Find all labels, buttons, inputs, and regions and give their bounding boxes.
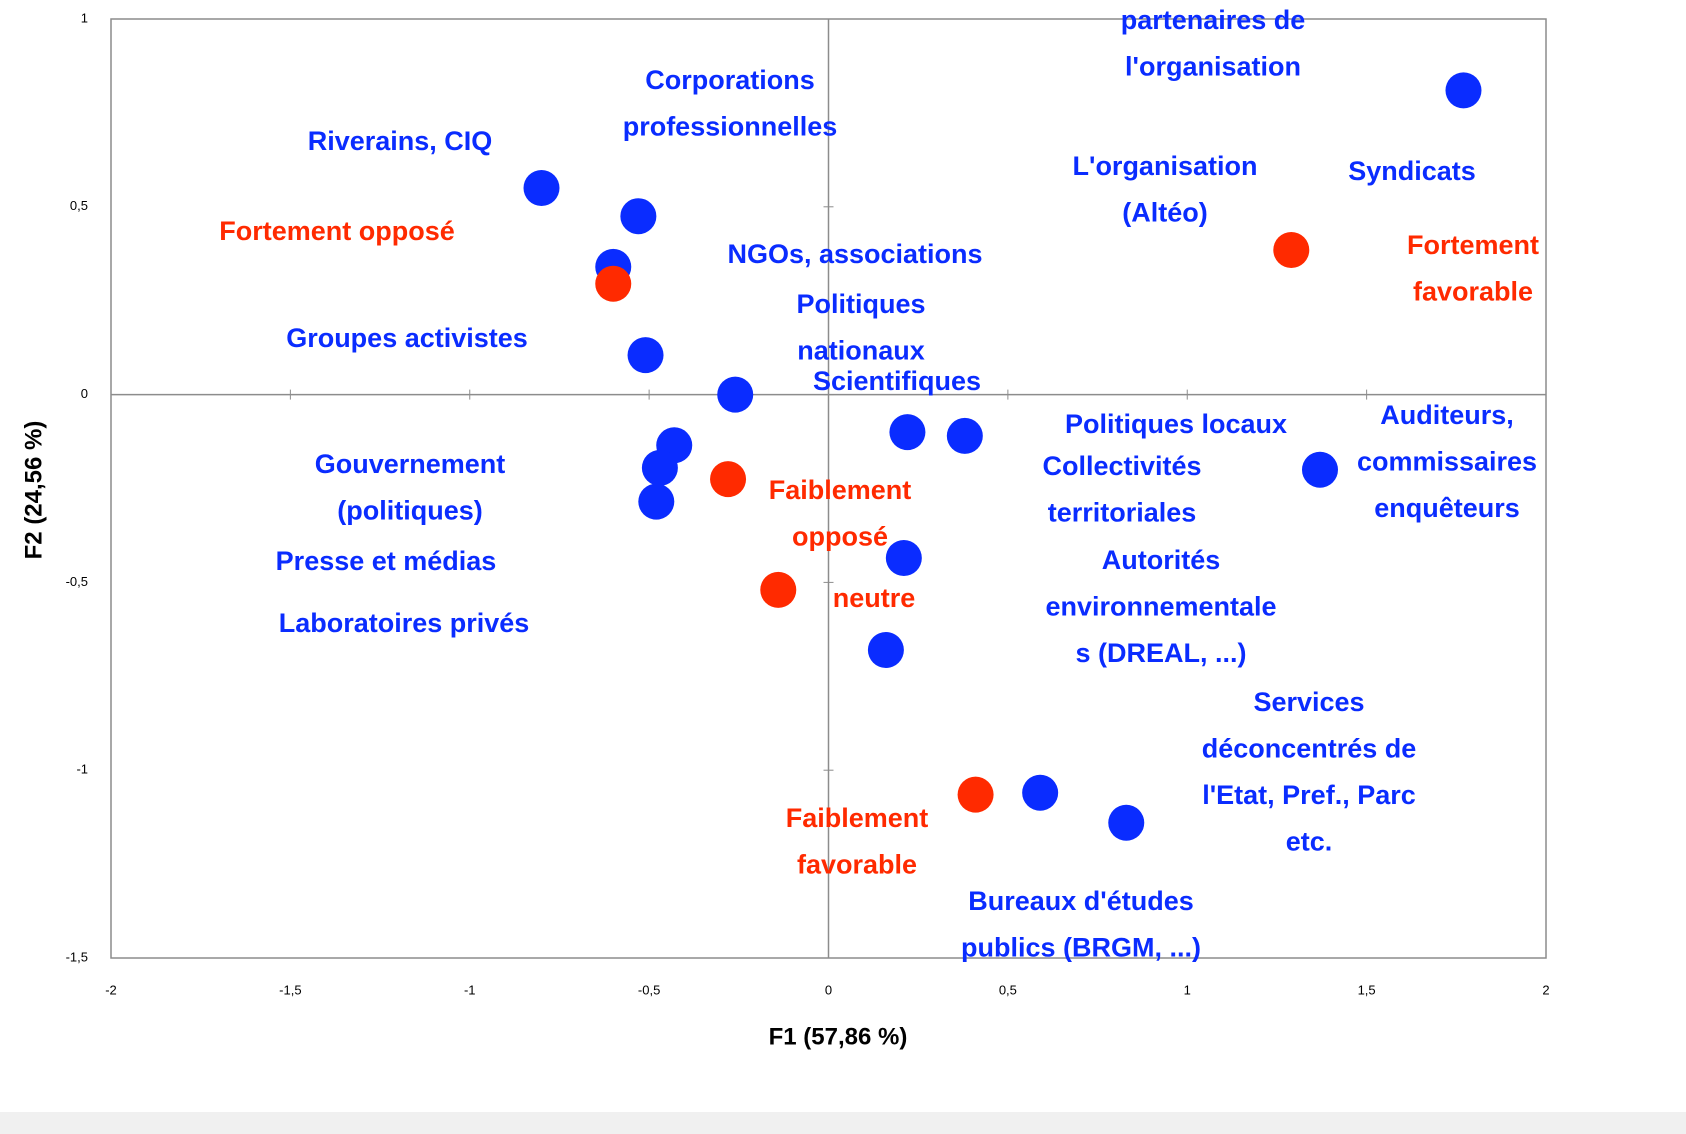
x-tick-label: 2 [1542,982,1549,997]
point-label: opposé [792,522,888,552]
point [1273,231,1310,268]
point-label: nationaux [797,336,925,366]
point-label: professionnelles [623,112,838,142]
point-label: favorable [797,850,917,880]
point-label: favorable [1413,277,1533,307]
point [638,483,675,520]
point-label: Autorités [1102,545,1221,575]
point-label: (Altéo) [1122,198,1207,228]
point-label: enquêteurs [1374,493,1520,523]
point [946,417,983,454]
point-label: environnementale [1045,592,1276,622]
point [1445,72,1482,109]
point [885,539,922,576]
point-label: L'organisation [1073,151,1258,181]
point-label: Fortement opposé [219,216,455,246]
x-tick-label: 1,5 [1358,982,1376,997]
point-label: Faiblement [786,803,929,833]
point [627,337,664,374]
point-label: commissaires [1357,447,1537,477]
point-label: etc. [1286,827,1333,857]
point-label: territoriales [1048,498,1197,528]
x-tick-label: 1 [1184,982,1191,997]
y-tick-label: 1 [81,10,88,25]
y-tick-label: -1,5 [66,949,88,964]
y-tick-label: 0,5 [70,198,88,213]
point-label: déconcentrés de [1202,734,1417,764]
x-tick-label: -1,5 [279,982,301,997]
point-label: Bureaux d'études [968,886,1193,916]
point-label: l'Etat, Pref., Parc [1202,780,1416,810]
point [595,265,632,302]
y-tick-label: 0 [81,386,88,401]
point [957,776,994,813]
x-tick-label: 0,5 [999,982,1017,997]
y-tick-label: -1 [76,762,88,777]
point [1301,451,1338,488]
y-axis-title: F2 (24,56 %) [20,421,47,560]
point-label: Services [1253,687,1364,717]
point-label: Scientifiques [813,366,981,396]
point-label: Auditeurs, [1380,400,1514,430]
point [717,376,754,413]
point-label: l'organisation [1125,52,1301,82]
x-axis-title: F1 (57,86 %) [769,1023,908,1050]
point-label: Riverains, CIQ [308,126,493,156]
point [523,170,560,207]
point-label: Groupes activistes [286,323,528,353]
x-tick-label: 0 [825,982,832,997]
x-tick-label: -0,5 [638,982,660,997]
point-label: partenaires de [1121,5,1306,35]
point-label: neutre [833,583,916,613]
point-label: publics (BRGM, ...) [961,933,1201,963]
x-tick-label: -1 [464,982,476,997]
point [641,449,678,486]
footer-strip [0,1112,1686,1134]
point-label: Collectivités [1042,451,1201,481]
point-label: NGOs, associations [727,239,982,269]
point-label: Laboratoires privés [279,608,530,638]
y-tick-label: -0,5 [66,574,88,589]
point-label: Politiques locaux [1065,409,1287,439]
point [710,461,747,498]
point-label: Gouvernement [315,449,506,479]
point-label: Politiques [796,289,925,319]
point [1022,774,1059,811]
point-label: Faiblement [769,475,912,505]
point-label: s (DREAL, ...) [1075,638,1246,668]
point-label: (politiques) [337,496,482,526]
point-label: Presse et médias [276,546,497,576]
point-label: Syndicats [1348,156,1476,186]
point-label: Corporations [645,65,815,95]
point [1108,804,1145,841]
point [889,414,926,451]
x-tick-label: -2 [105,982,117,997]
point [620,198,657,235]
point-label: Fortement [1407,230,1539,260]
point [760,571,797,608]
point [867,632,904,669]
